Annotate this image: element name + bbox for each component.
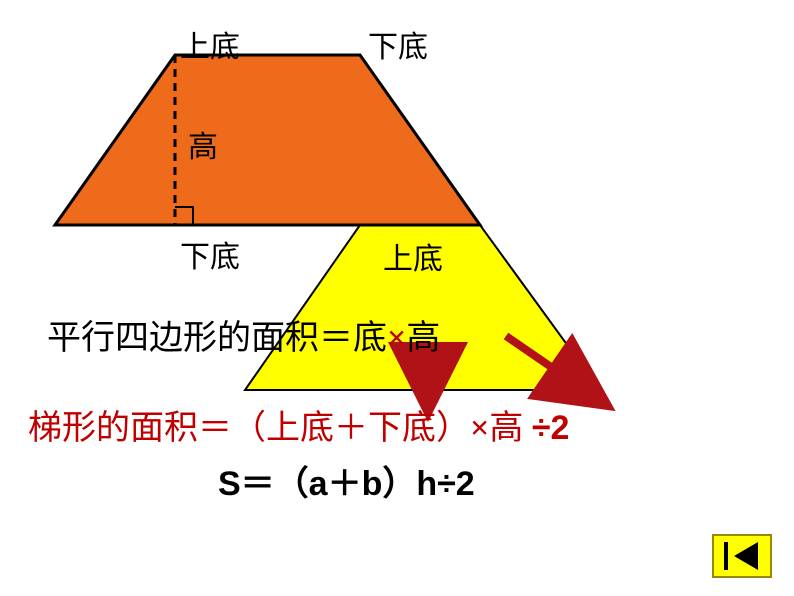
label-top-lower-base: 下底 [368,22,428,66]
label-bottom-lower-base: 下底 [180,232,240,276]
geometry-diagram [0,0,794,596]
orange-trapezoid [55,55,480,225]
label-height: 高 [188,122,218,166]
label-top-upper-base: 上底 [180,22,240,66]
label-bottom-upper-base: 上底 [383,234,443,278]
prev-slide-button[interactable] [712,534,772,578]
trapezoid-area-formula-words: 梯形的面积＝（上底＋下底）×高 ÷2 [28,400,569,449]
parallelogram-area-formula: 平行四边形的面积＝底×高 [47,310,440,359]
prev-icon [712,534,772,578]
trapezoid-area-formula-symbols: S＝（a＋b）h÷2 [218,456,475,505]
